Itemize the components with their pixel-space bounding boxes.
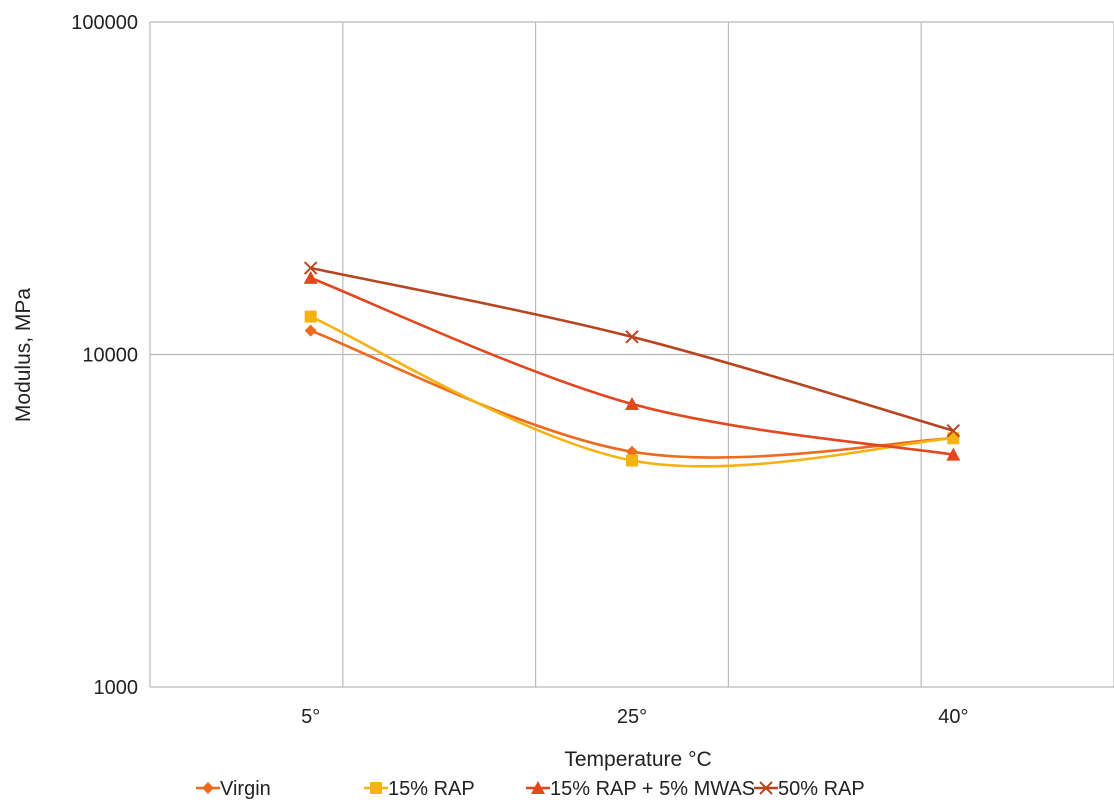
x-tick-label: 5° xyxy=(301,706,320,728)
legend-label: 15% RAP xyxy=(388,778,475,800)
grid xyxy=(149,21,1114,688)
legend-marker xyxy=(370,782,382,794)
x-tick-label: 25° xyxy=(617,706,647,728)
legend-label: Virgin xyxy=(220,778,271,800)
data-point xyxy=(304,310,317,323)
data-point xyxy=(947,432,960,445)
x-tick-label: 40° xyxy=(938,706,968,728)
legend-label: 15% RAP + 5% MWAS xyxy=(550,778,755,800)
marker-stroke xyxy=(625,330,639,344)
series-15-rap xyxy=(304,310,960,468)
x-axis-title: Temperature °C xyxy=(564,748,711,771)
legend-item: 15% RAP xyxy=(364,778,475,800)
data-point xyxy=(625,330,639,344)
series-line xyxy=(310,329,954,459)
y-axis-title: Modulus, MPa xyxy=(12,288,35,423)
y-tick-label: 10000 xyxy=(82,345,138,367)
legend-marker xyxy=(202,782,214,794)
data-point xyxy=(946,423,961,438)
series-50-rap xyxy=(303,261,961,438)
legend-label: 50% RAP xyxy=(778,778,865,800)
data-point xyxy=(303,261,318,275)
data-point xyxy=(626,454,638,467)
marker-stroke xyxy=(946,423,961,438)
data-point xyxy=(625,396,639,410)
legend-item: 50% RAP xyxy=(754,778,865,800)
legend-item: 15% RAP + 5% MWAS xyxy=(526,778,755,800)
marker-stroke xyxy=(759,781,773,795)
data-point xyxy=(946,447,961,461)
axes: Temperature °C Modulus, MPa 1000 10000 100… xyxy=(12,12,968,771)
series-layer xyxy=(303,261,961,468)
data-point xyxy=(303,270,318,284)
legend-item: Virgin xyxy=(196,778,271,800)
series-virgin xyxy=(304,324,960,459)
y-tick-label: 1000 xyxy=(94,677,139,699)
legend-marker xyxy=(531,781,545,794)
data-point xyxy=(304,324,317,337)
legend-marker xyxy=(759,781,773,795)
y-tick-label: 100000 xyxy=(71,12,138,34)
legend: Virgin 15% RAP 15% RAP + 5% MWAS 50% RAP xyxy=(196,778,865,800)
marker-stroke xyxy=(303,261,318,275)
series-15-rap-5-mwas xyxy=(303,270,961,461)
